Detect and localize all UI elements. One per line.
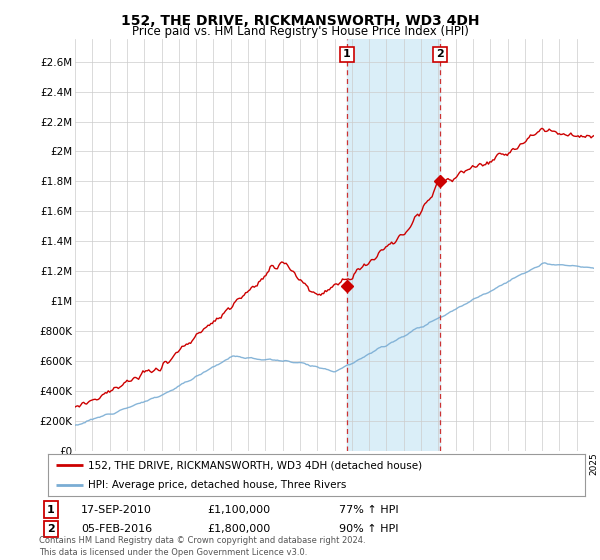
Text: 152, THE DRIVE, RICKMANSWORTH, WD3 4DH: 152, THE DRIVE, RICKMANSWORTH, WD3 4DH bbox=[121, 14, 479, 28]
Text: 1: 1 bbox=[47, 505, 55, 515]
Text: 17-SEP-2010: 17-SEP-2010 bbox=[81, 505, 152, 515]
Text: 1: 1 bbox=[343, 49, 351, 59]
Text: 90% ↑ HPI: 90% ↑ HPI bbox=[339, 524, 398, 534]
Text: £1,100,000: £1,100,000 bbox=[207, 505, 270, 515]
Bar bbox=[347, 39, 440, 451]
Text: 05-FEB-2016: 05-FEB-2016 bbox=[81, 524, 152, 534]
Text: 152, THE DRIVE, RICKMANSWORTH, WD3 4DH (detached house): 152, THE DRIVE, RICKMANSWORTH, WD3 4DH (… bbox=[88, 460, 422, 470]
Text: 2: 2 bbox=[47, 524, 55, 534]
Text: 2: 2 bbox=[436, 49, 444, 59]
Text: Contains HM Land Registry data © Crown copyright and database right 2024.
This d: Contains HM Land Registry data © Crown c… bbox=[39, 536, 365, 557]
Text: HPI: Average price, detached house, Three Rivers: HPI: Average price, detached house, Thre… bbox=[88, 480, 347, 489]
Text: 77% ↑ HPI: 77% ↑ HPI bbox=[339, 505, 398, 515]
Text: Price paid vs. HM Land Registry's House Price Index (HPI): Price paid vs. HM Land Registry's House … bbox=[131, 25, 469, 38]
Text: £1,800,000: £1,800,000 bbox=[207, 524, 270, 534]
